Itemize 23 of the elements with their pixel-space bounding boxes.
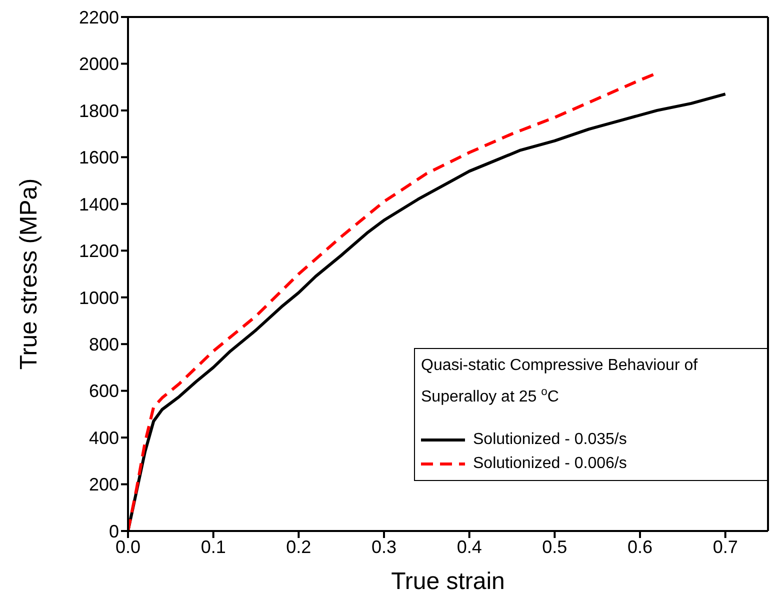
x-tick-label: 0.3	[371, 536, 397, 557]
y-axis-title: True stress (MPa)	[16, 178, 43, 370]
x-axis-title: True strain	[391, 568, 505, 595]
legend-label: Solutionized - 0.006/s	[473, 455, 627, 474]
y-tick-label: 1400	[78, 194, 119, 214]
y-tick-label: 1000	[78, 288, 119, 308]
y-tick-label: 800	[88, 334, 119, 354]
x-tick-label: 0.6	[627, 536, 653, 557]
y-tick-label: 2200	[78, 7, 119, 28]
y-tick-label: 200	[88, 474, 119, 495]
x-tick-label: 0.2	[286, 536, 312, 557]
y-tick-label: 1800	[78, 100, 119, 121]
x-tick-label: 0.5	[542, 536, 568, 557]
x-tick-label: 0.4	[456, 536, 482, 557]
x-tick-label: 0.1	[200, 536, 226, 557]
y-tick-label: 600	[88, 381, 119, 402]
y-tick-label: 2000	[78, 54, 119, 74]
y-tick-label: 1600	[78, 148, 119, 168]
legend-title: Quasi-static Compressive Behaviour of Superalloy at 25 $^{o}$C	[421, 357, 698, 406]
y-tick-label: 400	[88, 428, 119, 448]
x-tick-label: 0.7	[712, 536, 738, 557]
y-tick-label: 1200	[78, 241, 119, 262]
legend-label: Solutionized - 0.035/s	[473, 431, 627, 450]
